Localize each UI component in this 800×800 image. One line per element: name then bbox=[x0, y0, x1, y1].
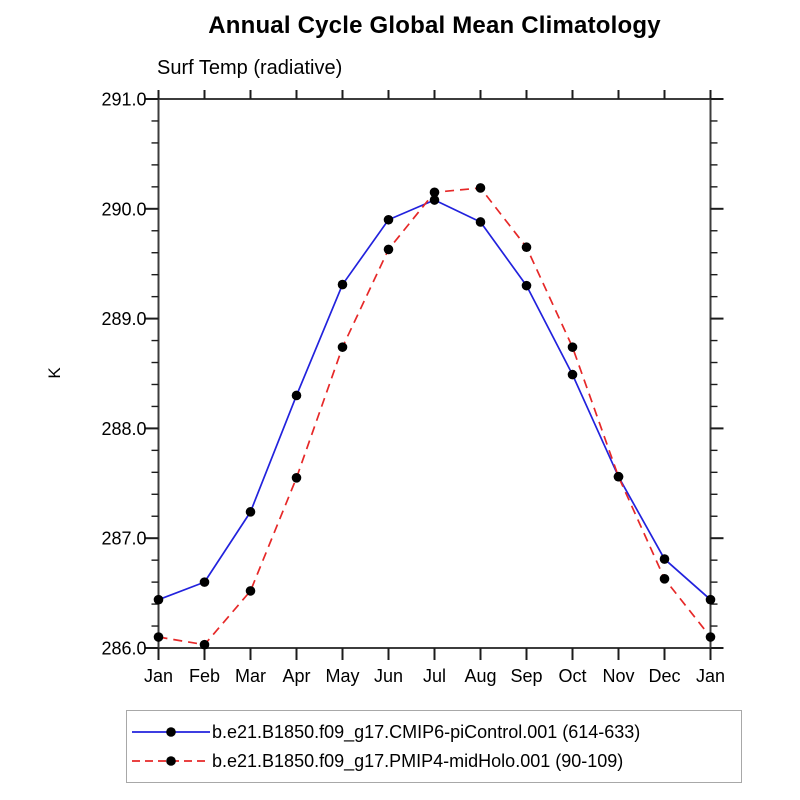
data-point-marker bbox=[475, 183, 486, 193]
y-tick-label: 291.0 bbox=[101, 90, 146, 110]
data-point-marker bbox=[291, 473, 302, 483]
data-point-marker bbox=[429, 187, 440, 198]
data-point-marker bbox=[659, 574, 670, 584]
data-point-marker bbox=[337, 342, 348, 352]
chart-title: Annual Cycle Global Mean Climatology bbox=[208, 12, 661, 39]
data-point-marker bbox=[705, 632, 716, 642]
x-tick-label: May bbox=[325, 666, 359, 686]
x-tick-label: Feb bbox=[189, 666, 220, 686]
data-point-marker bbox=[383, 214, 394, 225]
x-tick-label: Jan bbox=[696, 666, 725, 686]
y-tick-label: 288.0 bbox=[101, 419, 146, 439]
legend-label-midholo: b.e21.B1850.f09_g17.PMIP4-midHolo.001 (9… bbox=[212, 751, 624, 771]
data-point-marker bbox=[521, 242, 532, 253]
plot-area: 286.0 287.0 288.0 289.0 290.0 291.0 Jan Feb Mar A… bbox=[101, 90, 725, 687]
y-tick-label: 289.0 bbox=[101, 309, 146, 329]
series-line-0 bbox=[158, 199, 712, 601]
data-point-marker bbox=[521, 280, 532, 291]
data-point-marker bbox=[659, 554, 670, 564]
data-point-marker bbox=[291, 390, 302, 401]
data-point-marker bbox=[567, 342, 578, 352]
legend-row-midholo: b.e21.B1850.f09_g17.PMIP4-midHolo.001 (9… bbox=[130, 751, 741, 771]
x-tick-label: Jun bbox=[374, 666, 403, 686]
data-point-marker bbox=[475, 217, 486, 227]
x-tick-label: Apr bbox=[282, 666, 310, 686]
y-tick-label: 286.0 bbox=[101, 639, 146, 659]
x-tick-label: Sep bbox=[510, 666, 542, 686]
plot-frame bbox=[157, 98, 712, 649]
x-tick-label: Aug bbox=[464, 666, 496, 686]
legend-label-picontrol: b.e21.B1850.f09_g17.CMIP6-piControl.001 … bbox=[212, 722, 641, 742]
x-tick-label: Oct bbox=[558, 666, 586, 686]
legend-swatch-solid-line-icon bbox=[132, 727, 210, 737]
chart-subtitle: Surf Temp (radiative) bbox=[157, 57, 343, 79]
x-tick-label: Jan bbox=[144, 666, 173, 686]
x-tick-label: Nov bbox=[602, 666, 634, 686]
data-point-marker bbox=[199, 577, 210, 587]
data-point-marker bbox=[429, 195, 440, 205]
x-tick-label: Mar bbox=[235, 666, 266, 686]
data-point-marker bbox=[383, 244, 394, 255]
legend-swatch-dashed-line-icon bbox=[132, 756, 210, 766]
data-point-marker bbox=[199, 639, 210, 650]
data-point-marker bbox=[153, 632, 164, 642]
data-point-marker bbox=[245, 507, 256, 517]
series-line-1 bbox=[158, 187, 712, 646]
data-point-marker bbox=[567, 369, 578, 380]
data-point-marker bbox=[245, 586, 256, 596]
data-point-marker bbox=[337, 279, 348, 290]
data-point-marker bbox=[705, 594, 716, 605]
legend-box: b.e21.B1850.f09_g17.CMIP6-piControl.001 … bbox=[126, 710, 742, 783]
x-tick-label: Jul bbox=[423, 666, 446, 686]
legend-row-picontrol: b.e21.B1850.f09_g17.CMIP6-piControl.001 … bbox=[130, 722, 741, 742]
y-tick-label: 290.0 bbox=[101, 199, 146, 219]
data-point-marker bbox=[153, 594, 164, 605]
x-tick-label: Dec bbox=[648, 666, 680, 686]
y-tick-label: 287.0 bbox=[101, 529, 146, 549]
data-point-marker bbox=[613, 471, 624, 482]
